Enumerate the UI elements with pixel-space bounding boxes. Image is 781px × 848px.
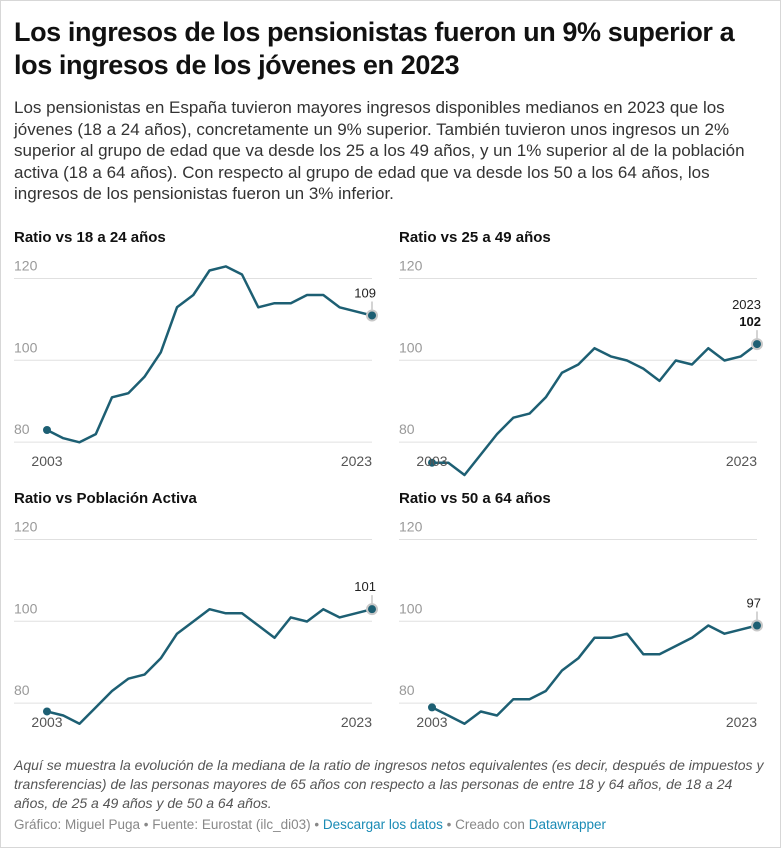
chart-4-ratio-50-64: 80 100 120 97 2003 2023 xyxy=(399,518,763,730)
y-tick-label: 100 xyxy=(399,339,423,355)
chart-3-title: Ratio vs Población Activa xyxy=(14,490,197,507)
x-tick-label-start: 2003 xyxy=(31,453,62,469)
intro-text: Los pensionistas en España tuvieron mayo… xyxy=(14,98,745,204)
y-tick-label: 100 xyxy=(399,600,423,616)
end-value-label: 102 xyxy=(739,314,761,329)
y-tick-label: 80 xyxy=(399,421,415,437)
series-line xyxy=(432,343,758,477)
end-point xyxy=(366,309,378,322)
end-value-label: 109 xyxy=(354,285,376,300)
start-point xyxy=(43,426,51,434)
x-tick-label-end: 2023 xyxy=(726,453,757,469)
series-line xyxy=(431,624,758,725)
x-tick-label-start: 2003 xyxy=(31,714,62,730)
y-tick-label: 120 xyxy=(399,257,423,273)
end-point xyxy=(366,603,378,616)
x-tick-label-end: 2023 xyxy=(341,453,372,469)
y-tick-label: 80 xyxy=(399,682,415,698)
datawrapper-link[interactable]: Datawrapper xyxy=(528,817,606,832)
footer-separator: • Creado con xyxy=(442,817,529,832)
x-tick-label-start: 2003 xyxy=(416,453,447,469)
start-point xyxy=(428,703,436,712)
start-point xyxy=(428,458,436,467)
x-tick-label-end: 2023 xyxy=(341,714,372,730)
end-value-label: 101 xyxy=(354,579,376,594)
y-tick-label: 120 xyxy=(14,257,38,273)
end-value-label: 97 xyxy=(747,596,761,611)
chart-4-title: Ratio vs 50 a 64 años xyxy=(399,490,551,507)
chart-2-title: Ratio vs 25 a 49 años xyxy=(399,229,551,246)
page-title: Los ingresos de los pensionistas fueron … xyxy=(14,17,735,80)
end-point xyxy=(751,338,763,351)
footer: Gráfico: Miguel Puga • Fuente: Eurostat … xyxy=(14,817,606,832)
y-tick-label: 100 xyxy=(14,600,38,616)
y-tick-label: 100 xyxy=(14,339,38,355)
y-tick-label: 120 xyxy=(14,518,38,534)
series-line xyxy=(46,607,373,725)
chart-notes: Aquí se muestra la evolución de la media… xyxy=(14,757,764,811)
chart-3-ratio-poblacion-activa: 80 100 120 101 2003 2023 xyxy=(14,518,378,730)
chart-2-ratio-25-49: 80 100 120 102 2023 2003 2023 xyxy=(399,257,763,477)
y-tick-label: 80 xyxy=(14,682,30,698)
end-point xyxy=(751,619,763,632)
x-tick-label-start: 2003 xyxy=(416,714,447,730)
y-tick-label: 120 xyxy=(399,518,423,534)
start-point xyxy=(43,707,51,716)
end-year-label: 2023 xyxy=(732,297,761,312)
y-tick-label: 80 xyxy=(14,421,30,437)
chart-1-title: Ratio vs 18 a 24 años xyxy=(14,229,166,246)
download-data-link[interactable]: Descargar los datos xyxy=(322,817,443,832)
footer-credits: Gráfico: Miguel Puga • Fuente: Eurostat … xyxy=(14,817,323,832)
series-line xyxy=(46,265,373,444)
x-tick-label-end: 2023 xyxy=(726,714,757,730)
chart-1-ratio-18-24: 80 100 120 109 2003 2023 xyxy=(14,257,378,469)
